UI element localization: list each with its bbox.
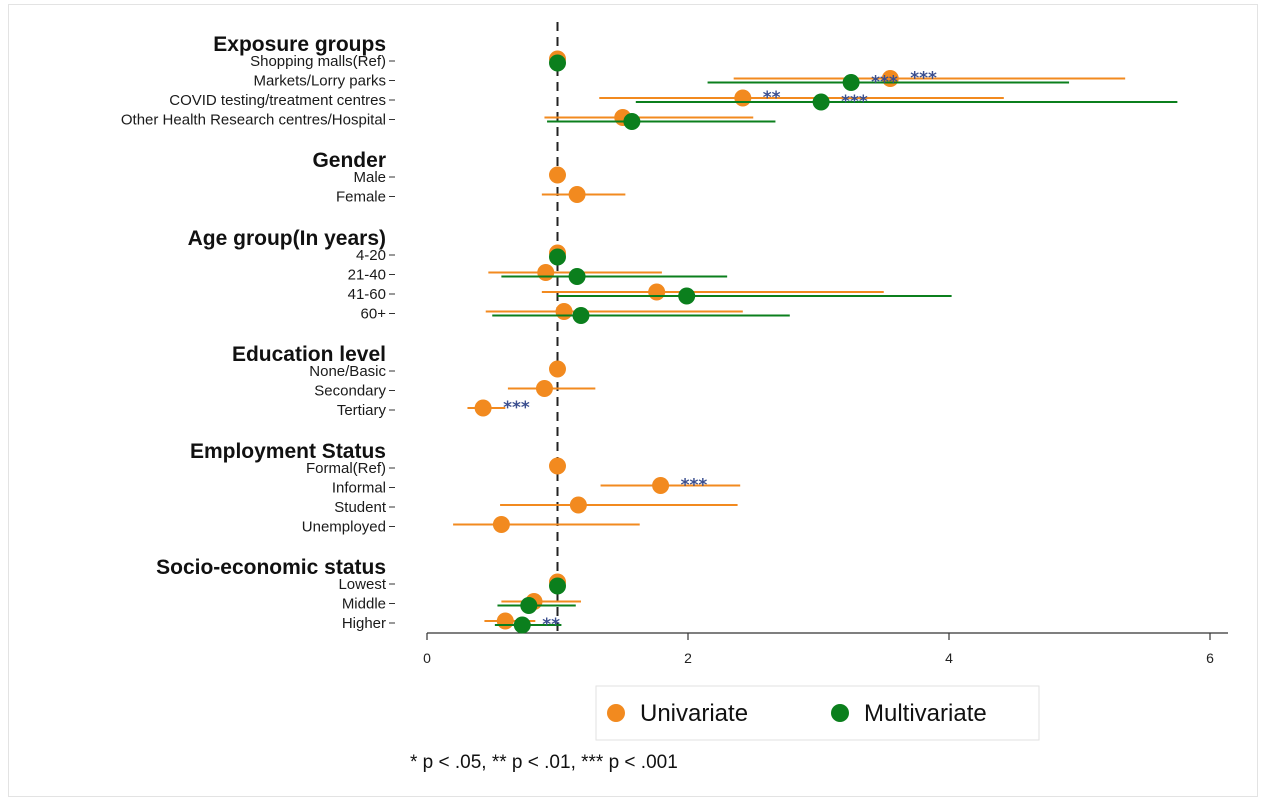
univariate-point — [492, 516, 510, 533]
multivariate-point — [549, 54, 566, 72]
row-label: Higher — [342, 615, 386, 632]
multivariate-point — [513, 616, 531, 634]
univariate-point — [568, 186, 586, 203]
multivariate-significance: *** — [871, 73, 898, 93]
legend-box — [595, 685, 1040, 741]
univariate-point — [734, 89, 752, 107]
row-label: Female — [336, 189, 386, 206]
multivariate-point — [568, 268, 586, 285]
x-tick-label: 6 — [1206, 650, 1214, 666]
legend-marker-multivariate — [831, 704, 849, 722]
univariate-point — [474, 399, 492, 417]
univariate-point — [549, 166, 566, 184]
group-header: Age group(In years) — [188, 227, 386, 250]
group-header: Socio-economic status — [156, 556, 386, 579]
row-label: Informal — [332, 480, 386, 497]
legend-marker-univariate — [607, 704, 625, 722]
univariate-point — [652, 477, 670, 494]
univariate-significance: *** — [503, 398, 530, 418]
x-tick-label: 0 — [423, 650, 431, 666]
row-label: Secondary — [314, 383, 386, 400]
row-label: Shopping malls(Ref) — [250, 53, 386, 70]
univariate-significance: ** — [763, 88, 781, 108]
row-label: Male — [353, 169, 386, 186]
multivariate-point — [842, 74, 860, 91]
univariate-significance: *** — [910, 69, 937, 89]
multivariate-point — [549, 577, 566, 595]
univariate-point — [535, 380, 553, 397]
row-label: 41-60 — [348, 286, 386, 303]
univariate-point — [549, 457, 566, 475]
multivariate-significance: *** — [841, 92, 868, 112]
legend-label-multivariate: Multivariate — [864, 700, 987, 727]
multivariate-point — [572, 307, 590, 324]
univariate-point — [537, 264, 555, 281]
legend: Univariate Multivariate — [595, 685, 1040, 741]
row-label: Lowest — [338, 576, 386, 593]
row-label: None/Basic — [309, 363, 386, 380]
univariate-point — [648, 283, 666, 301]
univariate-point — [569, 496, 587, 514]
row-label: Tertiary — [337, 402, 387, 419]
legend-label-univariate: Univariate — [640, 700, 748, 727]
group-header: Employment Status — [190, 440, 386, 463]
multivariate-point — [812, 93, 830, 111]
row-label: 4-20 — [356, 247, 386, 264]
group-header: Education level — [232, 343, 386, 366]
axes: 0 2 4 6 — [423, 22, 1228, 666]
row-label: Student — [334, 499, 387, 516]
row-label: Formal(Ref) — [306, 460, 386, 477]
row-label: Middle — [342, 596, 386, 613]
chart-frame — [8, 4, 1258, 797]
group-header: Exposure groups — [213, 33, 386, 56]
row-label: Other Health Research centres/Hospital — [121, 112, 386, 129]
row-label: 60+ — [361, 306, 387, 323]
univariate-point — [496, 612, 514, 630]
univariate-significance: *** — [681, 476, 708, 496]
univariate-point — [555, 303, 573, 320]
multivariate-point — [520, 597, 538, 614]
univariate-point — [549, 360, 566, 378]
x-tick-label: 2 — [684, 650, 692, 666]
row-label: COVID testing/treatment centres — [169, 92, 386, 109]
row-label: Markets/Lorry parks — [253, 73, 386, 90]
row-label: Unemployed — [302, 519, 386, 536]
significance-footnote: * p < .05, ** p < .01, *** p < .001 — [410, 752, 678, 773]
multivariate-point — [678, 287, 696, 305]
group-header: Gender — [312, 149, 386, 172]
multivariate-significance: ** — [542, 615, 560, 635]
row-label: 21-40 — [348, 267, 386, 284]
multivariate-point — [623, 113, 641, 130]
x-tick-label: 4 — [945, 650, 953, 666]
multivariate-point — [549, 248, 566, 266]
